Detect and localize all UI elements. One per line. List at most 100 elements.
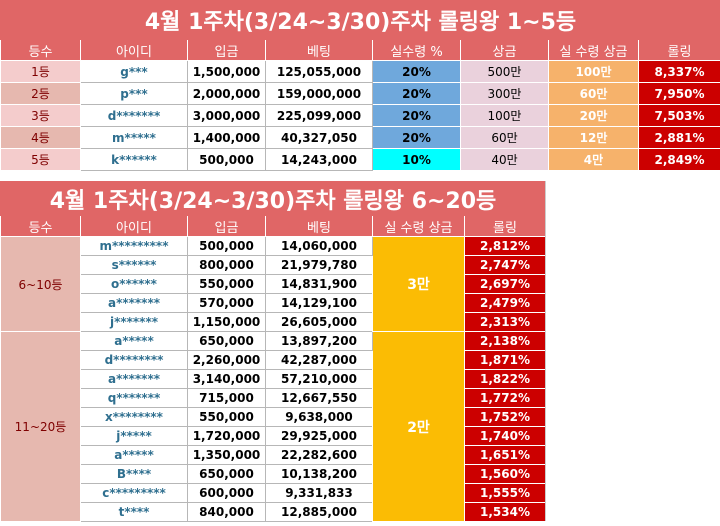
bet-cell: 26,605,000	[265, 312, 373, 332]
bet-cell: 22,282,600	[265, 445, 373, 465]
net-prize-group-cell: 3만	[372, 236, 465, 332]
user-id-cell: d*******	[80, 104, 188, 127]
table-row: x******** 550,000 9,638,000 1,752%	[1, 407, 547, 427]
bet-cell: 12,885,000	[265, 502, 373, 522]
bet-cell: 12,667,550	[265, 388, 373, 408]
user-id-cell: c*********	[80, 483, 188, 503]
header-deposit: 입금	[187, 215, 266, 237]
bet-cell: 14,060,000	[265, 236, 373, 256]
net-prize-cell: 20만	[548, 104, 639, 127]
deposit-cell: 800,000	[187, 255, 266, 275]
rolling-cell: 2,138%	[463, 331, 547, 351]
header-rate: 실수령 %	[372, 39, 461, 61]
rank-cell: 2등	[0, 82, 81, 105]
bet-cell: 14,243,000	[265, 148, 373, 171]
header-bet: 베팅	[265, 215, 373, 237]
user-id-cell: o******	[80, 274, 188, 294]
table-row: 4등 m***** 1,400,000 40,327,050 20% 60만 12만 2,88…	[0, 126, 720, 149]
prize-cell: 60만	[460, 126, 549, 149]
bet-cell: 13,897,200	[265, 331, 373, 351]
table-row: j******* 1,150,000 26,605,000 2,313%	[1, 312, 547, 332]
rolling-cell: 2,881%	[637, 126, 720, 149]
prize-cell: 300만	[460, 82, 549, 105]
bet-cell: 42,287,000	[265, 350, 373, 370]
deposit-cell: 1,400,000	[187, 126, 266, 149]
net-prize-cell: 100만	[548, 60, 639, 83]
table-row: a******* 3,140,000 57,210,000 1,822%	[1, 369, 547, 389]
net-prize-group-cell: 2만	[372, 331, 465, 522]
rate-cell: 20%	[372, 126, 461, 149]
rolling-cell: 2,812%	[463, 236, 547, 256]
bet-cell: 14,129,100	[265, 293, 373, 313]
user-id-cell: g***	[80, 60, 188, 83]
bet-cell: 14,831,900	[265, 274, 373, 294]
deposit-cell: 500,000	[187, 148, 266, 171]
prize-cell: 100만	[460, 104, 549, 127]
rolling-cell: 8,337%	[637, 60, 720, 83]
table-row: 5등 k****** 500,000 14,243,000 10% 40만 4만 2,849%	[0, 148, 720, 171]
user-id-cell: x********	[80, 407, 188, 427]
header-rolling: 롤링	[463, 215, 547, 237]
table-row: 3등 d******* 3,000,000 225,099,000 20% 100만 20만…	[0, 104, 720, 127]
deposit-cell: 3,140,000	[187, 369, 266, 389]
net-prize-cell: 60만	[548, 82, 639, 105]
deposit-cell: 650,000	[187, 331, 266, 351]
table-row: s****** 800,000 21,979,780 2,747%	[1, 255, 547, 275]
rolling-cell: 1,740%	[463, 426, 547, 446]
deposit-cell: 715,000	[187, 388, 266, 408]
header-net-prize: 실 수령 상금	[372, 215, 465, 237]
bet-cell: 40,327,050	[265, 126, 373, 149]
deposit-cell: 550,000	[187, 274, 266, 294]
rolling-cell: 1,560%	[463, 464, 547, 484]
rate-cell: 20%	[372, 60, 461, 83]
user-id-cell: a*******	[80, 293, 188, 313]
rolling-cell: 2,313%	[463, 312, 547, 332]
deposit-cell: 1,500,000	[187, 60, 266, 83]
bet-cell: 9,638,000	[265, 407, 373, 427]
top5-title: 4월 1주차(3/24~3/30)주차 롤링왕 1~5등	[0, 0, 720, 40]
prize-cell: 40만	[460, 148, 549, 171]
deposit-cell: 570,000	[187, 293, 266, 313]
rolling-cell: 1,752%	[463, 407, 547, 427]
net-prize-cell: 4만	[548, 148, 639, 171]
header-bet: 베팅	[265, 39, 373, 61]
rank6-20-table: 4월 1주차(3/24~3/30)주차 롤링왕 6~20등 등수 아이디 입금 …	[0, 181, 547, 522]
table-row: a******* 570,000 14,129,100 2,479%	[1, 293, 547, 313]
sheet-gridline	[545, 181, 546, 521]
deposit-cell: 550,000	[187, 407, 266, 427]
rate-cell: 20%	[372, 104, 461, 127]
rolling-cell: 2,747%	[463, 255, 547, 275]
table-row: a***** 1,350,000 22,282,600 1,651%	[1, 445, 547, 465]
header-net-prize: 실 수령 상금	[548, 39, 639, 61]
rate-cell: 10%	[372, 148, 461, 171]
net-prize-cell: 12만	[548, 126, 639, 149]
rank-cell: 5등	[0, 148, 81, 171]
header-id: 아이디	[80, 39, 188, 61]
user-id-cell: B****	[80, 464, 188, 484]
deposit-cell: 3,000,000	[187, 104, 266, 127]
header-rank: 등수	[0, 39, 81, 61]
deposit-cell: 650,000	[187, 464, 266, 484]
table-row: o****** 550,000 14,831,900 2,697%	[1, 274, 547, 294]
rolling-cell: 1,534%	[463, 502, 547, 522]
rank-cell: 1등	[0, 60, 81, 83]
user-id-cell: a*******	[80, 369, 188, 389]
rank6-20-title: 4월 1주차(3/24~3/30)주차 롤링왕 6~20등	[0, 181, 547, 216]
bet-cell: 29,925,000	[265, 426, 373, 446]
bet-cell: 21,979,780	[265, 255, 373, 275]
user-id-cell: q*******	[80, 388, 188, 408]
table-row: d******** 2,260,000 42,287,000 1,871%	[1, 350, 547, 370]
bet-cell: 125,055,000	[265, 60, 373, 83]
header-id: 아이디	[80, 215, 188, 237]
rolling-cell: 1,871%	[463, 350, 547, 370]
table-row: 11~20등 a***** 650,000 13,897,200 2만 2,138%	[0, 331, 547, 522]
rank-group-cell: 6~10등	[0, 236, 81, 332]
table-row: 2등 p*** 2,000,000 159,000,000 20% 300만 60만 7,95…	[0, 82, 720, 105]
bet-cell: 9,331,833	[265, 483, 373, 503]
deposit-cell: 840,000	[187, 502, 266, 522]
user-id-cell: d********	[80, 350, 188, 370]
table-row: q******* 715,000 12,667,550 1,772%	[1, 388, 547, 408]
header-rolling: 롤링	[637, 39, 720, 61]
prize-cell: 500만	[460, 60, 549, 83]
deposit-cell: 2,000,000	[187, 82, 266, 105]
